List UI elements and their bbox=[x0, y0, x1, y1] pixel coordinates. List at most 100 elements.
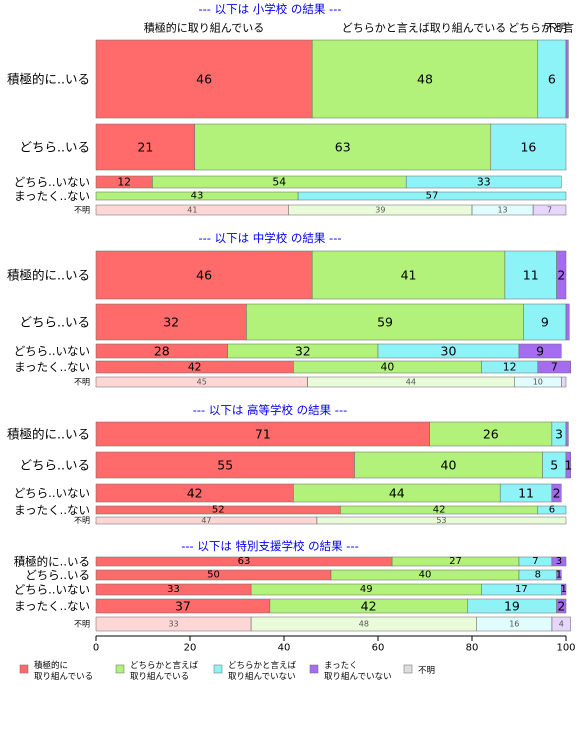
x-tick-label: 60 bbox=[372, 643, 385, 654]
data-label: 33 bbox=[477, 176, 491, 189]
data-label: 2 bbox=[557, 599, 565, 614]
data-label: 59 bbox=[377, 315, 393, 330]
bar-segment bbox=[551, 483, 562, 503]
bar-segment bbox=[537, 360, 571, 374]
data-label: 48 bbox=[417, 72, 433, 87]
group-title: --- 以下は 高等学校 の結果 --- bbox=[193, 403, 348, 417]
data-label: 54 bbox=[272, 176, 286, 189]
column-header-label: どちらかと言えば取り組んでいる bbox=[342, 22, 506, 35]
data-label: 47 bbox=[201, 516, 211, 525]
row-label: どちら..いない bbox=[14, 486, 90, 500]
column-header-label: 不明 bbox=[545, 22, 567, 35]
data-label: 71 bbox=[255, 427, 271, 442]
data-label: 63 bbox=[335, 140, 351, 155]
row-label: まったく..ない bbox=[14, 360, 90, 374]
data-label: 57 bbox=[426, 191, 439, 202]
legend-label: 不明 bbox=[418, 666, 435, 676]
bar-segment bbox=[551, 616, 571, 632]
data-label: 27 bbox=[449, 556, 462, 567]
bar-segment bbox=[565, 303, 570, 341]
legend-label: どちらかと言えば取り組んでいる bbox=[130, 660, 199, 682]
row-label: どちら..いる bbox=[20, 140, 90, 155]
bar-segment bbox=[518, 343, 562, 359]
data-label: 42 bbox=[187, 486, 203, 501]
bar-segment bbox=[556, 598, 567, 614]
data-label: 1 bbox=[556, 570, 562, 581]
bar-segment bbox=[565, 39, 569, 119]
data-label: 12 bbox=[117, 176, 131, 189]
data-label: 28 bbox=[154, 344, 170, 359]
data-label: 2 bbox=[557, 268, 565, 283]
data-label: 33 bbox=[168, 620, 178, 629]
row-label: 不明 bbox=[74, 206, 90, 215]
row-label: まったく..ない bbox=[14, 189, 90, 203]
row-label: 積極的に..いる bbox=[14, 555, 90, 569]
data-label: 42 bbox=[188, 361, 202, 374]
row-label: 不明 bbox=[74, 620, 90, 629]
data-label: 6 bbox=[548, 72, 556, 87]
data-label: 3 bbox=[555, 427, 563, 442]
bar-segment bbox=[246, 303, 524, 341]
data-label: 30 bbox=[441, 344, 457, 359]
data-label: 44 bbox=[389, 486, 405, 501]
bar-segment bbox=[297, 191, 567, 201]
group-title: --- 以下は 特別支援学校 の結果 --- bbox=[181, 539, 359, 553]
bar-segment bbox=[95, 303, 247, 341]
bar-segment bbox=[561, 583, 567, 596]
bar-segment bbox=[95, 123, 195, 171]
bar-segment bbox=[405, 175, 562, 189]
legend-label: まったく取り組んでいない bbox=[324, 661, 392, 682]
row-label: まったく..ない bbox=[14, 503, 90, 517]
bar-segment bbox=[95, 250, 313, 300]
group-title: --- 以下は 小学校 の結果 --- bbox=[198, 2, 341, 16]
legend-label: どちらかと言えば取り組んでいない bbox=[228, 660, 297, 682]
data-label: 37 bbox=[175, 599, 191, 614]
legend-swatch bbox=[213, 664, 223, 674]
data-label: 40 bbox=[419, 570, 432, 581]
row-label: 積極的に..いる bbox=[7, 72, 90, 87]
data-label: 16 bbox=[520, 140, 536, 155]
bar-segment bbox=[429, 421, 553, 447]
data-label: 48 bbox=[359, 620, 369, 629]
bar-segment bbox=[556, 250, 567, 300]
column-header-label: 積極的に取り組んでいる bbox=[144, 21, 264, 35]
row-label: 不明 bbox=[74, 378, 90, 387]
data-label: 9 bbox=[541, 315, 549, 330]
data-label: 21 bbox=[137, 140, 153, 155]
legend-swatch bbox=[309, 664, 319, 674]
data-label: 42 bbox=[361, 599, 377, 614]
data-label: 33 bbox=[167, 584, 180, 595]
bar-segment bbox=[537, 505, 567, 515]
row-label: どちら..いる bbox=[20, 458, 90, 473]
bar-segment bbox=[95, 451, 355, 479]
data-label: 19 bbox=[504, 599, 520, 614]
data-label: 41 bbox=[401, 268, 417, 283]
row-label: どちら..いない bbox=[14, 583, 90, 597]
data-label: 8 bbox=[535, 570, 541, 581]
bar-segment bbox=[194, 123, 492, 171]
data-label: 45 bbox=[197, 378, 207, 387]
bar-segment bbox=[561, 376, 567, 388]
x-tick-label: 40 bbox=[278, 643, 291, 654]
x-tick-label: 20 bbox=[184, 643, 197, 654]
bar-segment bbox=[354, 451, 543, 479]
legend-swatch bbox=[115, 664, 125, 674]
data-label: 40 bbox=[381, 361, 395, 374]
data-label: 1 bbox=[560, 584, 566, 595]
bar-segment bbox=[523, 303, 567, 341]
data-label: 2 bbox=[553, 486, 561, 501]
data-label: 11 bbox=[518, 486, 534, 501]
data-label: 44 bbox=[406, 378, 416, 387]
data-label: 55 bbox=[217, 458, 233, 473]
data-label: 43 bbox=[191, 191, 204, 202]
data-label: 41 bbox=[187, 206, 197, 215]
bar-segment bbox=[311, 39, 539, 119]
row-label: 不明 bbox=[74, 516, 90, 525]
legend-swatch bbox=[403, 664, 413, 674]
bar-segment bbox=[551, 556, 567, 567]
x-tick-label: 80 bbox=[466, 643, 479, 654]
data-label: 3 bbox=[556, 556, 562, 567]
data-label: 4 bbox=[559, 620, 564, 629]
group-title: --- 以下は 中学校 の結果 --- bbox=[198, 231, 341, 245]
